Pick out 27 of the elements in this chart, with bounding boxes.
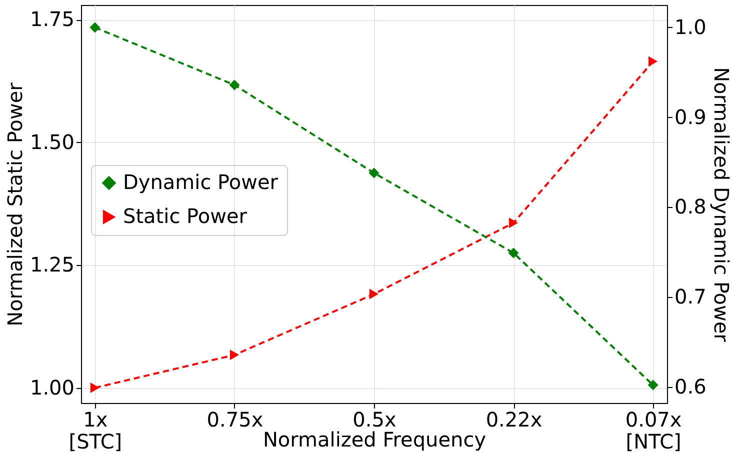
y-tick-label: 1.25 xyxy=(30,252,74,277)
y2-axis-title: Normalized Dynamic Power xyxy=(709,67,734,343)
y-axis-title: Normalized Static Power xyxy=(2,82,27,326)
x-tick-label: 0.07x [NTC] xyxy=(625,408,682,454)
y2-tick-label: 0.7 xyxy=(674,284,706,308)
x-tick-label: 0.22x xyxy=(486,408,542,432)
y-tick-label: 1.75 xyxy=(30,7,74,32)
y2-tick-label: 0.8 xyxy=(674,194,706,219)
x-tick-label: 1x [STC] xyxy=(68,408,122,454)
point xyxy=(368,168,380,178)
point xyxy=(369,288,379,300)
point xyxy=(230,350,240,360)
y2-tick-label: 0.9 xyxy=(674,104,706,129)
point xyxy=(648,56,658,67)
point xyxy=(90,382,100,394)
legend-label: Static Power xyxy=(123,204,248,228)
point xyxy=(90,22,100,33)
y-tick-label: 1.50 xyxy=(30,130,74,154)
y-tick-label: 1.00 xyxy=(30,375,74,400)
point xyxy=(229,80,240,90)
point xyxy=(508,248,519,258)
y2-tick-label: 0.6 xyxy=(674,374,706,398)
legend-label: Dynamic Power xyxy=(123,170,279,194)
point xyxy=(508,218,518,228)
y2-tick-label: 1.0 xyxy=(674,14,706,39)
point xyxy=(648,380,658,390)
x-tick-label: 0.75x xyxy=(206,408,264,432)
